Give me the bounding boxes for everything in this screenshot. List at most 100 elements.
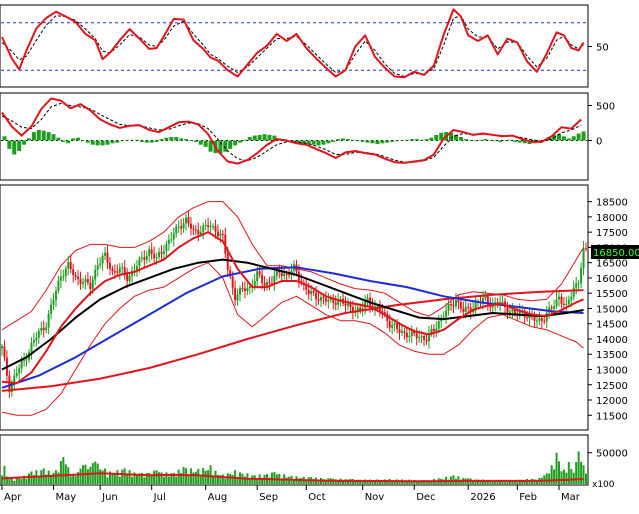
macd-histogram-bar xyxy=(380,140,385,144)
macd-histogram-bar xyxy=(223,140,228,152)
candle-body xyxy=(562,303,565,305)
candle-body xyxy=(64,268,67,277)
macd-histogram-bar xyxy=(26,138,31,141)
volume-bar xyxy=(373,481,376,484)
candle-body xyxy=(550,307,553,309)
candle-body xyxy=(383,312,386,314)
candle-body xyxy=(123,267,126,275)
macd-histogram-bar xyxy=(56,137,61,141)
candle-body xyxy=(57,280,60,291)
macd-histogram-bar xyxy=(134,139,139,141)
candle-body xyxy=(535,320,538,322)
candle-body xyxy=(150,249,153,254)
candle-body xyxy=(236,294,239,301)
volume-bar xyxy=(243,476,246,484)
candle-body xyxy=(425,339,428,342)
volume-bar xyxy=(25,478,28,484)
macd-histogram-bar xyxy=(130,139,135,141)
volume-bar xyxy=(270,472,273,484)
candle-body xyxy=(18,368,21,374)
macd-histogram-bar xyxy=(419,139,424,141)
candle-body xyxy=(167,239,170,244)
volume-unit-label: x100 xyxy=(592,480,615,490)
macd-frame xyxy=(0,92,589,181)
volume-bar xyxy=(189,468,192,484)
candle-body xyxy=(572,287,575,297)
volume-bar xyxy=(430,480,433,484)
volume-bar xyxy=(72,474,75,484)
macd-histogram-bar xyxy=(301,140,306,144)
macd-histogram-bar xyxy=(557,134,562,141)
price-tick-label: 13500 xyxy=(596,350,628,361)
volume-bar xyxy=(121,469,124,484)
macd-histogram-bar xyxy=(326,140,331,144)
candle-body xyxy=(334,302,337,305)
candle-body xyxy=(508,311,511,314)
price-tick-label: 14000 xyxy=(596,335,628,346)
volume-bar xyxy=(452,475,455,484)
x-axis-month-label: Dec xyxy=(416,492,435,503)
candle-body xyxy=(332,298,335,303)
price-panel: 1850018000175001700016500160001550015000… xyxy=(0,184,639,431)
candle-body xyxy=(474,302,477,310)
macd-histogram-bar xyxy=(296,140,301,143)
price-tick-label: 13000 xyxy=(596,365,628,376)
stochastic-panel: 50 xyxy=(0,4,609,88)
volume-bar xyxy=(410,482,413,484)
volume-bar xyxy=(111,473,114,484)
candle-body xyxy=(15,373,18,376)
candle-body xyxy=(226,253,229,270)
macd-histogram-bar xyxy=(375,140,380,144)
candle-body xyxy=(20,360,23,369)
volume-bar xyxy=(52,472,55,484)
price-tick-label: 18000 xyxy=(596,213,628,224)
volume-bar xyxy=(177,469,180,484)
volume-bar xyxy=(79,468,82,484)
volume-bar xyxy=(580,461,583,484)
candle-body xyxy=(481,298,484,303)
candle-body xyxy=(491,304,494,308)
volume-bar xyxy=(513,480,516,484)
macd-histogram-bar xyxy=(12,140,17,155)
candle-body xyxy=(135,266,138,271)
volume-bar xyxy=(403,480,406,484)
volume-bar xyxy=(312,478,315,484)
macd-histogram-bar xyxy=(105,140,110,145)
volume-bar xyxy=(113,473,116,484)
candle-body xyxy=(148,249,151,256)
candle-body xyxy=(67,261,70,269)
candle-body xyxy=(317,299,320,301)
volume-bar xyxy=(194,471,197,484)
moving-average-long-red xyxy=(1,289,584,392)
candle-body xyxy=(570,296,573,300)
macd-histogram-bar xyxy=(247,137,252,141)
candle-body xyxy=(177,226,180,228)
last-price-label: 16850.00 xyxy=(593,248,639,259)
x-axis-month-label: Jun xyxy=(101,492,118,503)
macd-histogram-bar xyxy=(46,132,51,141)
candle-body xyxy=(126,274,129,282)
volume-bar xyxy=(160,472,163,484)
candle-body xyxy=(415,333,418,339)
volume-bar xyxy=(143,477,146,484)
volume-bar xyxy=(172,472,175,484)
volume-bar xyxy=(77,472,80,484)
macd-histogram-bar xyxy=(355,140,360,142)
candle-body xyxy=(86,279,89,283)
volume-bar xyxy=(59,460,62,484)
volume-bar xyxy=(565,472,568,484)
price-tick-label: 14500 xyxy=(596,320,628,331)
volume-bar xyxy=(89,466,92,484)
candle-body xyxy=(81,282,84,284)
candle-body xyxy=(452,305,455,307)
volume-bar xyxy=(317,480,320,484)
macd-histogram-bar xyxy=(429,137,434,141)
candle-body xyxy=(140,257,143,259)
volume-bar xyxy=(175,476,178,484)
macd-histogram-bar xyxy=(238,140,243,143)
candle-body xyxy=(393,323,396,326)
moving-average-mid xyxy=(1,258,584,371)
volume-bar xyxy=(293,479,295,484)
macd-histogram-bar xyxy=(272,135,277,141)
x-axis-month-label: Jul xyxy=(153,492,166,503)
